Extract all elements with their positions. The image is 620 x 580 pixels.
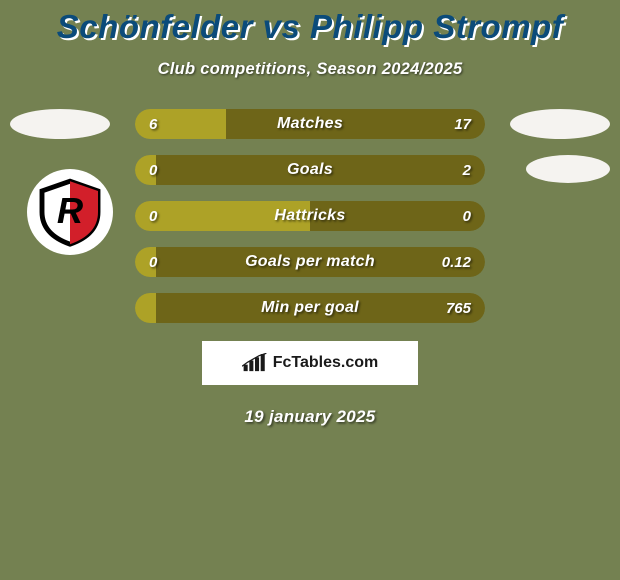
stat-bar-right-value: 2 (449, 155, 485, 185)
left-player-badge-1 (10, 109, 110, 139)
stat-bar-left-value: 0 (135, 155, 171, 185)
right-player-badge-2 (526, 155, 610, 183)
stat-bar-label: Goals (135, 155, 485, 185)
left-club-logo: R (27, 169, 113, 255)
brand-box: FcTables.com (202, 341, 418, 385)
page-title: Schönfelder vs Philipp Strompf (0, 0, 620, 46)
club-crest-icon: R (35, 177, 105, 247)
svg-text:R: R (57, 190, 84, 231)
stat-bar-label: Matches (135, 109, 485, 139)
right-player-badge-1 (510, 109, 610, 139)
stat-bar-row: Min per goal765 (135, 293, 485, 323)
subtitle: Club competitions, Season 2024/2025 (0, 60, 620, 79)
comparison-infographic: Schönfelder vs Philipp Strompf Club comp… (0, 0, 620, 580)
stat-bar-label: Hattricks (135, 201, 485, 231)
stat-bar-right-value: 0.12 (428, 247, 485, 277)
stat-bars: Matches617Goals02Hattricks00Goals per ma… (135, 109, 485, 323)
stat-bar-row: Hattricks0 0 (135, 201, 485, 231)
stat-bar-right-value: 17 (440, 109, 485, 139)
stat-bar-left-value: 0 (135, 247, 171, 277)
brand-text: FcTables.com (273, 354, 379, 372)
stat-bar-row: Matches6 17 (135, 109, 485, 139)
stat-bar-right-value: 765 (432, 293, 485, 323)
stat-bar-left-value (135, 293, 163, 323)
stat-bar-left-value: 0 (135, 201, 171, 231)
stat-area: R Matches617Goals02Hattricks00Goals per … (0, 109, 620, 323)
stat-bar-right-value: 0 (449, 201, 485, 231)
date-text: 19 january 2025 (0, 407, 620, 427)
stat-bar-left-value: 6 (135, 109, 171, 139)
stat-bar-row: Goals per match00.12 (135, 247, 485, 277)
bar-chart-icon (242, 353, 268, 373)
stat-bar-row: Goals0 2 (135, 155, 485, 185)
